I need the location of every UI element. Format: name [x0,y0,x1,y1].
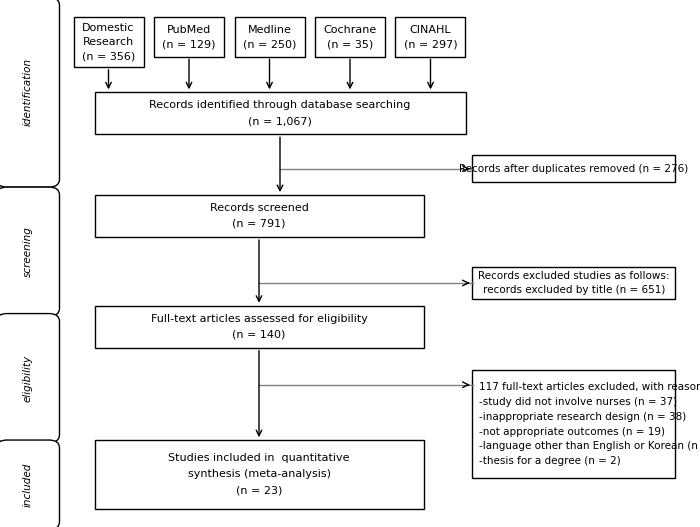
Text: identification: identification [23,58,33,126]
Text: (n = 140): (n = 140) [232,330,286,339]
Bar [94,195,424,237]
Text: (n = 356): (n = 356) [82,52,135,61]
Text: Research: Research [83,37,134,47]
Bar [234,17,304,56]
Text: -inappropriate research design (n = 38): -inappropriate research design (n = 38) [480,412,687,422]
Text: Medline: Medline [248,25,291,35]
Text: (n = 1,067): (n = 1,067) [248,116,312,126]
Text: (n = 791): (n = 791) [232,219,286,229]
FancyBboxPatch shape [0,0,60,187]
Bar [473,155,676,182]
Text: CINAHL: CINAHL [410,25,452,35]
Text: (n = 250): (n = 250) [243,39,296,49]
Text: (n = 23): (n = 23) [236,485,282,495]
Text: Records screened: Records screened [209,203,309,213]
Text: Records identified through database searching: Records identified through database sear… [149,101,411,110]
Text: -study did not involve nurses (n = 37): -study did not involve nurses (n = 37) [480,397,678,407]
Text: eligibility: eligibility [23,355,33,402]
FancyBboxPatch shape [0,314,60,443]
Bar [94,92,466,134]
Text: (n = 129): (n = 129) [162,39,216,49]
Text: -language other than English or Korean (n = 4): -language other than English or Korean (… [480,442,700,451]
FancyBboxPatch shape [0,187,60,316]
Text: Domestic: Domestic [83,23,134,33]
Text: 117 full-text articles excluded, with reasons: 117 full-text articles excluded, with re… [480,383,700,392]
Bar [94,306,424,348]
Text: Records excluded studies as follows:: Records excluded studies as follows: [478,271,670,280]
Bar [473,267,676,299]
Bar [315,17,385,56]
Text: Cochrane: Cochrane [323,25,377,35]
Text: PubMed: PubMed [167,25,211,35]
Text: (n = 297): (n = 297) [404,39,457,49]
Bar [74,17,144,67]
Bar [154,17,224,56]
Text: -not appropriate outcomes (n = 19): -not appropriate outcomes (n = 19) [480,427,666,436]
Text: synthesis (meta-analysis): synthesis (meta-analysis) [188,470,330,479]
Text: records excluded by title (n = 651): records excluded by title (n = 651) [483,286,665,295]
Text: included: included [23,463,33,507]
Text: Full-text articles assessed for eligibility: Full-text articles assessed for eligibil… [150,314,368,324]
Text: Records after duplicates removed (n = 276): Records after duplicates removed (n = 27… [459,164,689,173]
Bar [94,440,424,509]
Text: -thesis for a degree (n = 2): -thesis for a degree (n = 2) [480,456,622,466]
Text: Studies included in  quantitative: Studies included in quantitative [168,454,350,463]
FancyBboxPatch shape [0,440,60,527]
Bar [473,370,676,479]
Text: screening: screening [23,226,33,277]
Bar [395,17,466,56]
Text: (n = 35): (n = 35) [327,39,373,49]
